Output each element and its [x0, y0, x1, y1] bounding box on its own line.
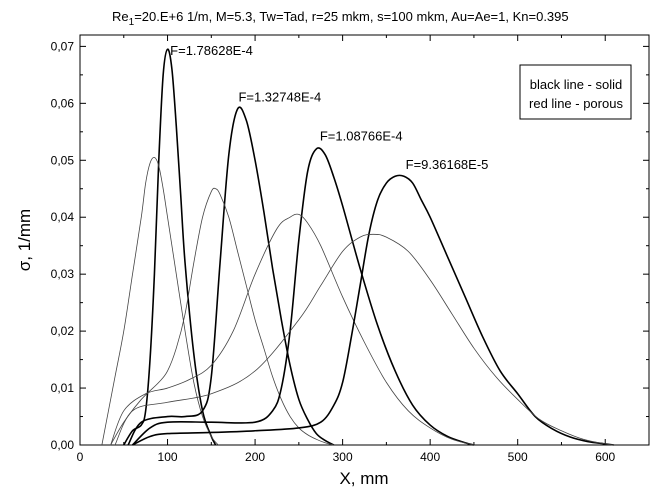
x-tick-label: 0 — [77, 450, 84, 464]
title-rest: =20.E+6 1/m, M=5.3, Tw=Tad, r=25 mkm, s=… — [134, 9, 568, 24]
porous-curve — [101, 156, 219, 446]
x-tick-label: 100 — [158, 450, 178, 464]
solid-curve — [131, 147, 475, 446]
x-tick-label: 300 — [333, 450, 353, 464]
solid-curve — [123, 48, 217, 446]
chart-title: Re1=20.E+6 1/m, M=5.3, Tw=Tad, r=25 mkm,… — [112, 9, 569, 28]
x-tick-label: 200 — [245, 450, 265, 464]
legend: black line - solid red line - porous — [519, 64, 632, 120]
solid-curve — [132, 174, 615, 446]
y-tick-label: 0,02 — [51, 324, 75, 338]
curve-annotation: F=1.32748E-4 — [238, 90, 321, 105]
curve-annotation: F=1.08766E-4 — [320, 128, 403, 143]
curves — [101, 48, 615, 446]
y-tick-label: 0,04 — [51, 210, 75, 224]
y-tick-label: 0,05 — [51, 153, 75, 167]
annotations: F=1.78628E-4 F=1.32748E-4 F=1.08766E-4F=9.… — [170, 43, 488, 172]
curve-annotation: F=9.36168E-5 — [406, 157, 489, 172]
x-tick-label: 600 — [595, 450, 615, 464]
y-tick-label: 0,06 — [51, 96, 75, 110]
legend-box — [519, 64, 632, 120]
y-tick-label: 0,01 — [51, 381, 75, 395]
porous-curve — [114, 233, 615, 446]
x-tick-label: 500 — [508, 450, 528, 464]
x-tick-label: 400 — [420, 450, 440, 464]
y-tick-label: 0,07 — [51, 39, 75, 53]
curve-annotation: F=1.78628E-4 — [170, 43, 253, 58]
y-tick-label: 0,03 — [51, 267, 75, 281]
legend-line-porous: red line - porous — [529, 96, 623, 111]
y-axis-label: σ, 1/mm — [15, 209, 34, 271]
x-axis-label: X, mm — [339, 469, 388, 488]
solid-curve — [127, 106, 335, 446]
axis-ticks: 0 100 200 300 400 500 600 0,00 0,01 0,02 0,03 0,04 0… — [51, 35, 649, 464]
legend-line-solid: black line - solid — [530, 77, 623, 92]
title-subscript: 1 — [129, 17, 135, 28]
title-main: Re — [112, 9, 129, 24]
porous-curve — [110, 213, 475, 446]
y-tick-label: 0,00 — [51, 438, 75, 452]
plot-frame — [79, 34, 650, 446]
